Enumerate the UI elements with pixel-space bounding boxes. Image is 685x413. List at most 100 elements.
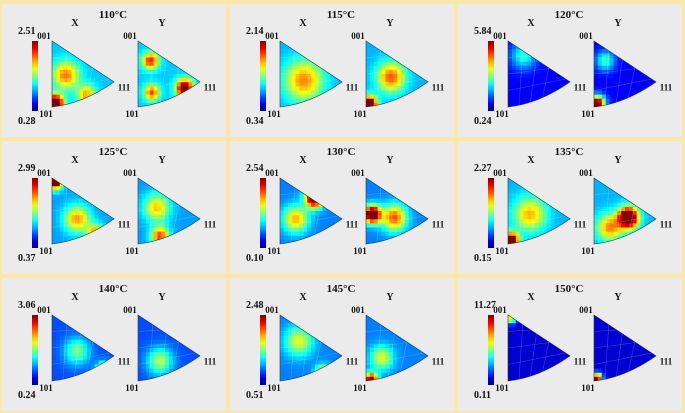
- density-cell: [172, 356, 178, 361]
- density-cell: [408, 61, 413, 67]
- density-cell: [397, 57, 402, 63]
- density-cell: [67, 235, 72, 241]
- density-cell: [102, 202, 107, 208]
- density-cell: [79, 198, 84, 204]
- density-cell: [192, 331, 197, 337]
- density-cell: [366, 219, 371, 224]
- density-cell: [377, 215, 382, 220]
- density-cell: [161, 190, 166, 195]
- density-cell: [318, 364, 324, 370]
- density-cell: [397, 86, 402, 91]
- density-cell: [153, 202, 158, 208]
- density-cell: [295, 352, 300, 357]
- density-cell: [165, 364, 170, 370]
- density-cell: [519, 335, 524, 341]
- density-cell: [299, 335, 304, 341]
- density-cell: [303, 202, 308, 208]
- density-cell: [621, 53, 626, 58]
- density-cell: [102, 331, 107, 337]
- density-cell: [385, 98, 390, 104]
- density-cell: [330, 339, 335, 345]
- density-cell: [79, 352, 84, 357]
- density-cell: [420, 186, 425, 191]
- density-cell: [531, 57, 536, 63]
- density-cell: [617, 49, 622, 54]
- density-cell: [98, 348, 103, 353]
- density-cell: [63, 74, 68, 79]
- density-cell: [508, 45, 513, 50]
- density-cell: [420, 102, 425, 107]
- density-cell: [628, 49, 634, 54]
- density-cell: [366, 319, 371, 324]
- density-cell: [287, 215, 293, 220]
- density-cell: [377, 82, 382, 87]
- density-cell: [508, 343, 513, 349]
- density-cell: [318, 194, 324, 200]
- density-cell: [169, 327, 174, 332]
- density-cell: [546, 82, 552, 87]
- density-cell: [145, 198, 151, 204]
- density-cell: [617, 315, 622, 320]
- density-cell: [527, 339, 532, 345]
- density-cell: [145, 194, 151, 200]
- density-cell: [366, 215, 371, 220]
- density-cell: [625, 190, 630, 195]
- density-cell: [397, 69, 402, 75]
- density-cell: [542, 49, 548, 54]
- density-cell: [424, 327, 428, 332]
- density-cell: [625, 372, 630, 378]
- density-cell: [644, 190, 649, 195]
- density-cell: [617, 323, 622, 328]
- density-cell: [523, 319, 528, 324]
- density-cell: [609, 78, 614, 83]
- density-cell: [420, 235, 425, 241]
- density-cell: [192, 41, 197, 46]
- density-cell: [515, 194, 521, 200]
- density-cell: [511, 372, 517, 378]
- density-cell: [338, 45, 342, 50]
- density-cell: [330, 331, 335, 337]
- density-cell: [558, 364, 563, 370]
- density-cell: [98, 190, 103, 195]
- density-cell: [334, 194, 339, 200]
- density-cell: [566, 331, 570, 337]
- density-cell: [420, 335, 425, 341]
- density-cell: [287, 331, 293, 337]
- density-cell: [377, 74, 382, 79]
- density-cell: [311, 74, 316, 79]
- density-cell: [295, 53, 300, 58]
- density-cell: [314, 352, 320, 357]
- x-direction-label: X: [527, 18, 535, 29]
- density-cell: [161, 102, 166, 107]
- density-cell: [601, 202, 607, 208]
- density-cell: [393, 45, 398, 50]
- density-cell: [640, 178, 645, 183]
- density-cell: [566, 343, 570, 349]
- density-cell: [295, 94, 300, 100]
- density-cell: [75, 348, 80, 353]
- density-cell: [412, 49, 417, 54]
- density-cell: [601, 339, 607, 345]
- density-cell: [55, 98, 61, 104]
- density-cell: [420, 61, 425, 67]
- density-cell: [550, 315, 555, 320]
- density-cell: [149, 343, 154, 349]
- density-cell: [283, 376, 289, 381]
- density-cell: [636, 53, 641, 58]
- density-cell: [330, 61, 335, 67]
- density-cell: [400, 45, 406, 50]
- density-cell: [369, 94, 375, 100]
- density-cell: [601, 78, 607, 83]
- density-cell: [424, 190, 428, 195]
- density-cell: [648, 323, 653, 328]
- density-cell: [90, 45, 96, 50]
- density-cell: [280, 61, 285, 67]
- density-cell: [71, 239, 76, 244]
- density-cell: [161, 90, 166, 96]
- density-cell: [420, 57, 425, 63]
- density-cell: [153, 86, 158, 91]
- density-cell: [389, 90, 394, 96]
- density-cell: [652, 41, 656, 46]
- density-cell: [546, 356, 552, 361]
- density-cell: [192, 78, 197, 83]
